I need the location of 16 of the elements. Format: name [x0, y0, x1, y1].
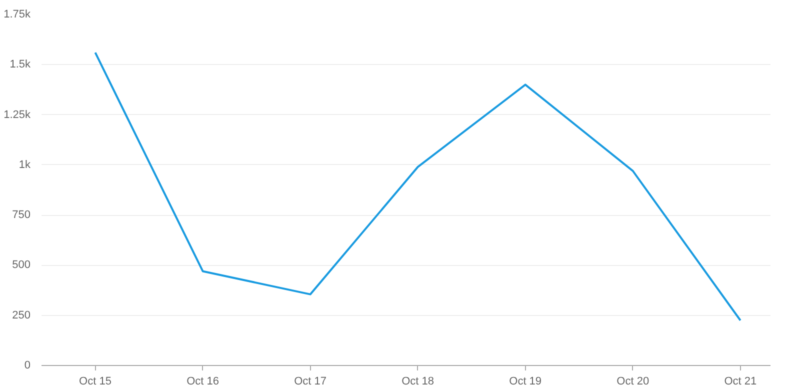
x-tick-label: Oct 16 [186, 376, 219, 388]
x-tick-label: Oct 15 [79, 376, 112, 388]
y-tick-label: 750 [12, 209, 31, 222]
y-tick-label: 1k [18, 158, 31, 171]
x-tick-label: Oct 20 [616, 376, 650, 388]
x-tick-label: Oct 18 [402, 376, 434, 388]
y-tick-label: 500 [12, 259, 31, 272]
x-tick-label: Oct 17 [294, 376, 327, 388]
y-tick-label: 1.25k [4, 108, 31, 121]
y-tick-label: 1.5k [10, 58, 31, 71]
x-tick-label: Oct 21 [724, 376, 757, 388]
y-tick-label: 250 [12, 309, 31, 322]
y-tick-label: 0 [24, 360, 31, 372]
y-tick-label: 1.75k [4, 8, 31, 20]
x-tick-label: Oct 19 [509, 376, 542, 388]
line-series [94, 52, 742, 322]
